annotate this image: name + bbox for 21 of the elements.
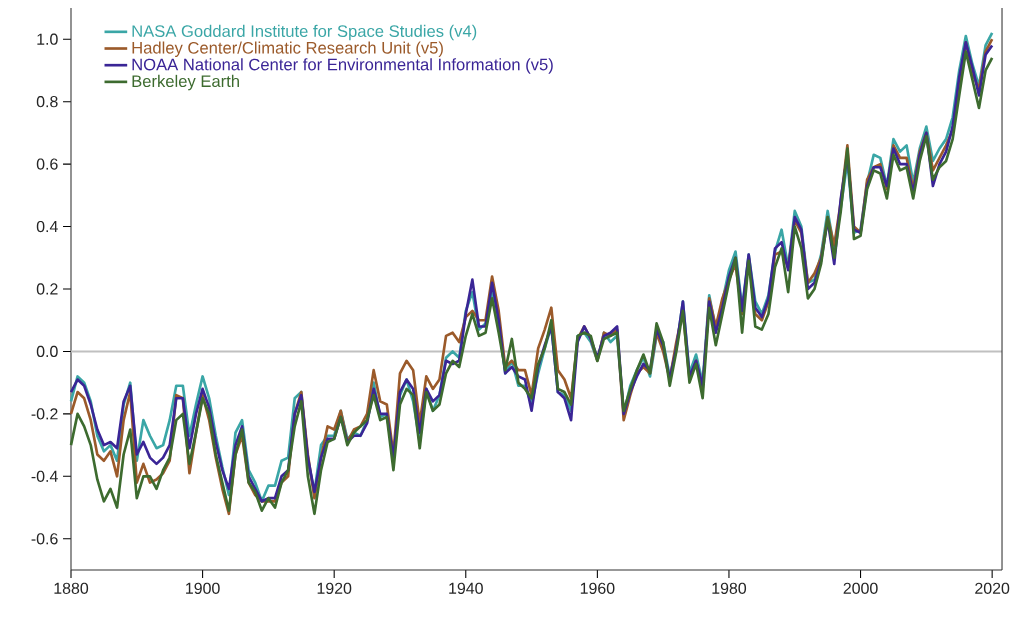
legend-label: Berkeley Earth: [132, 74, 239, 91]
legend-label: NASA Goddard Institute for Space Studies (v4): [132, 24, 477, 41]
legend-label: NOAA National Center for Environmental Information (v5): [132, 58, 553, 74]
x-tick-label: 1940: [449, 582, 483, 594]
y-tick-label: 0.8: [36, 96, 58, 108]
x-tick-label: 1980: [712, 582, 747, 594]
y-tick-label: 1.0: [37, 33, 58, 45]
x-tick-label: 1960: [580, 582, 615, 594]
x-tick-label: 1900: [186, 582, 220, 594]
y-tick-label: 0.6: [36, 158, 58, 170]
x-tick-label: 1920: [317, 582, 352, 594]
y-tick-label: -0.4: [31, 470, 58, 482]
x-tick-label: 2000: [843, 582, 878, 594]
x-tick-label: 1880: [54, 582, 89, 594]
y-tick-label: 0.2: [36, 283, 58, 295]
y-tick-label: -0.6: [31, 533, 58, 545]
x-tick-label: 2020: [975, 582, 1010, 594]
y-tick-label: 0.0: [36, 345, 58, 358]
y-tick-label: -0.2: [31, 408, 58, 420]
y-tick-label: 0.4: [36, 220, 58, 233]
legend-label: Hadley Center/Climatic Research Unit (v5): [132, 41, 443, 57]
